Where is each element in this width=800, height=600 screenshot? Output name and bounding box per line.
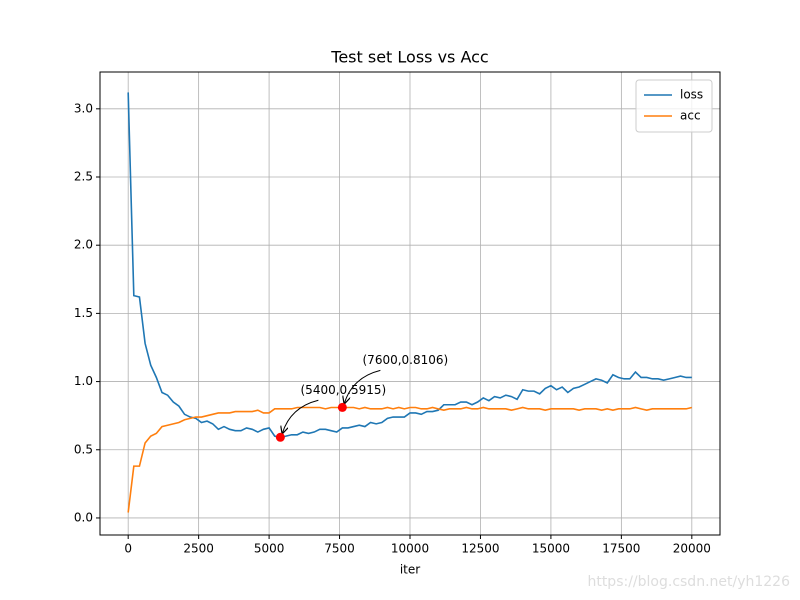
x-tick-label: 5000 (254, 542, 285, 556)
y-tick-label: 1.5 (74, 306, 93, 320)
annotation-point (275, 432, 285, 442)
x-tick-label: 7500 (324, 542, 355, 556)
x-tick-label: 15000 (532, 542, 570, 556)
y-tick-label: 2.5 (74, 170, 93, 184)
x-tick-label: 17500 (602, 542, 640, 556)
y-tick-label: 2.0 (74, 238, 93, 252)
annotation-point (337, 402, 347, 412)
annotation-text: (7600,0.8106) (363, 353, 449, 367)
x-tick-label: 2500 (183, 542, 214, 556)
y-tick-label: 1.0 (74, 374, 93, 388)
line-series (127, 92, 692, 439)
y-tick-label: 0.5 (74, 442, 93, 456)
legend-label: loss (680, 88, 703, 102)
line-series (127, 406, 693, 513)
watermark: https://blog.csdn.net/yh1226 (587, 574, 790, 590)
annotation-text: (5400,0.5915) (301, 383, 387, 397)
x-tick-label: 20000 (673, 542, 711, 556)
y-tick-label: 0.0 (74, 510, 93, 524)
legend-box (635, 79, 713, 133)
plot-frame (99, 71, 721, 536)
x-tick-label: 10000 (391, 542, 429, 556)
x-tick-label: 12500 (461, 542, 499, 556)
annotation-arrow (282, 399, 319, 433)
annotation-arrow (344, 369, 381, 403)
y-tick-label: 3.0 (74, 101, 93, 115)
x-axis-label: iter (400, 563, 420, 577)
chart-title: Test set Loss vs Acc (330, 48, 488, 67)
x-tick-label: 0 (124, 542, 132, 556)
legend-label: acc (680, 109, 701, 123)
